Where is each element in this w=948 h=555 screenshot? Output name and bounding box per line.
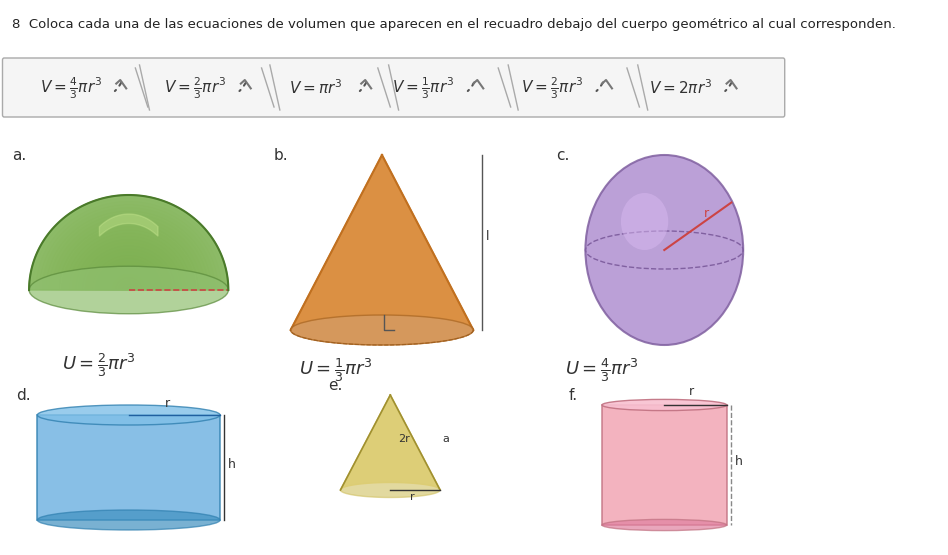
Text: $V = \frac{4}{3}\pi r^3$: $V = \frac{4}{3}\pi r^3$ <box>40 75 101 101</box>
Circle shape <box>621 193 668 250</box>
Text: $U= \frac{1}{3}\pi r^3$: $U= \frac{1}{3}\pi r^3$ <box>299 356 373 384</box>
Polygon shape <box>29 195 228 290</box>
Text: $V = \frac{2}{3}\pi r^3$: $V = \frac{2}{3}\pi r^3$ <box>521 75 583 101</box>
Ellipse shape <box>37 405 220 425</box>
Circle shape <box>586 155 743 345</box>
Ellipse shape <box>29 266 228 314</box>
Polygon shape <box>291 155 473 330</box>
Text: $U= \frac{4}{3}\pi r^3$: $U= \frac{4}{3}\pi r^3$ <box>565 356 638 384</box>
Ellipse shape <box>602 519 726 531</box>
Text: e.: e. <box>328 378 342 393</box>
Polygon shape <box>49 214 209 290</box>
Polygon shape <box>291 155 473 345</box>
Text: f.: f. <box>569 388 578 403</box>
Text: a: a <box>443 435 449 445</box>
Polygon shape <box>29 195 228 290</box>
Polygon shape <box>105 268 152 290</box>
Polygon shape <box>89 252 169 290</box>
Polygon shape <box>340 395 440 490</box>
Text: 2r: 2r <box>398 435 410 445</box>
Ellipse shape <box>291 315 473 345</box>
Polygon shape <box>125 287 132 290</box>
Polygon shape <box>32 198 225 290</box>
Text: r: r <box>689 385 694 398</box>
Text: d.: d. <box>17 388 31 403</box>
Text: $V = \frac{2}{3}\pi r^3$: $V = \frac{2}{3}\pi r^3$ <box>164 75 227 101</box>
Polygon shape <box>36 201 222 290</box>
Polygon shape <box>79 243 178 290</box>
Text: c.: c. <box>556 148 570 163</box>
Text: r: r <box>703 207 709 220</box>
Polygon shape <box>43 208 215 290</box>
Text: 8  Coloca cada una de las ecuaciones de volumen que aparecen en el recuadro deba: 8 Coloca cada una de las ecuaciones de v… <box>12 18 896 31</box>
Text: $V = 2\pi r^3$: $V = 2\pi r^3$ <box>649 79 713 97</box>
Text: l: l <box>485 230 489 243</box>
Polygon shape <box>59 224 198 290</box>
Polygon shape <box>39 205 218 290</box>
Polygon shape <box>102 265 155 290</box>
Polygon shape <box>82 246 175 290</box>
Text: $U= \frac{2}{3}\pi r^3$: $U= \frac{2}{3}\pi r^3$ <box>63 351 136 379</box>
Polygon shape <box>118 280 138 290</box>
Polygon shape <box>37 415 220 520</box>
FancyBboxPatch shape <box>3 58 785 117</box>
Polygon shape <box>52 217 205 290</box>
Polygon shape <box>69 233 189 290</box>
Text: h: h <box>735 455 743 468</box>
Polygon shape <box>92 255 165 290</box>
Text: a.: a. <box>12 148 27 163</box>
Polygon shape <box>65 230 191 290</box>
Polygon shape <box>63 226 195 290</box>
Polygon shape <box>85 249 172 290</box>
Text: h: h <box>228 457 236 471</box>
Polygon shape <box>76 239 182 290</box>
Polygon shape <box>340 395 440 497</box>
Text: b.: b. <box>274 148 288 163</box>
Polygon shape <box>112 274 145 290</box>
Text: $V = \pi r^3$: $V = \pi r^3$ <box>289 79 342 97</box>
Polygon shape <box>72 236 185 290</box>
Text: r: r <box>165 397 171 410</box>
Polygon shape <box>100 214 158 236</box>
Polygon shape <box>96 258 162 290</box>
Polygon shape <box>46 211 211 290</box>
Polygon shape <box>109 271 149 290</box>
Ellipse shape <box>37 510 220 530</box>
Text: r: r <box>410 492 415 502</box>
Polygon shape <box>116 278 142 290</box>
Text: $V = \frac{1}{3}\pi r^3$: $V = \frac{1}{3}\pi r^3$ <box>392 75 454 101</box>
Ellipse shape <box>602 400 726 411</box>
Polygon shape <box>122 284 136 290</box>
Polygon shape <box>99 261 158 290</box>
Polygon shape <box>56 220 202 290</box>
Polygon shape <box>602 405 726 525</box>
